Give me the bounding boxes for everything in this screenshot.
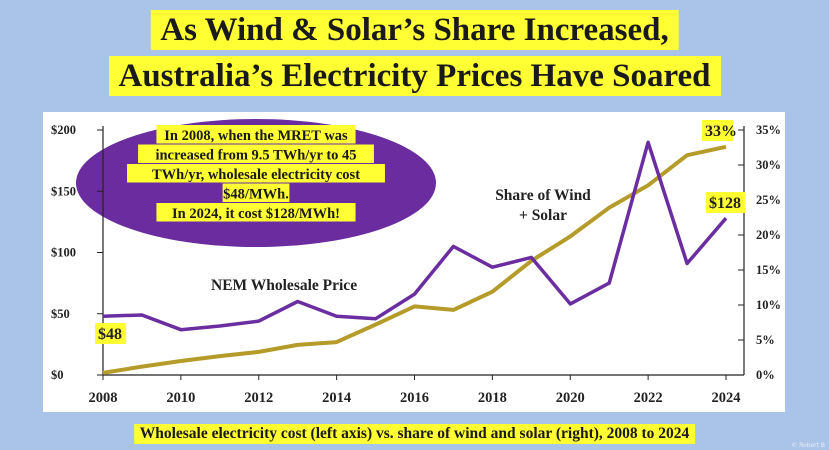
- share-end-label-bg: [702, 120, 734, 141]
- annotation-line: TWh/yr, wholesale electricity cost: [152, 167, 360, 183]
- annotation-highlight: [156, 125, 356, 144]
- x-tick-label: 2016: [400, 390, 429, 406]
- share-end-label: 33%: [705, 123, 737, 140]
- credit-text: © Robert B: [791, 442, 825, 449]
- annotation-line: $48/MWh.: [223, 187, 289, 203]
- x-tick-label: 2024: [712, 390, 741, 406]
- y-right-tick-label: 15%: [756, 263, 781, 277]
- x-tick-label: 2018: [478, 390, 507, 406]
- annotation-highlight: [138, 144, 374, 163]
- y-right-tick-label: 30%: [756, 158, 781, 172]
- title-line-2: Australia’s Electricity Prices Have Soar…: [108, 56, 721, 96]
- y-left-tick-label: $200: [51, 123, 76, 137]
- price-end-label: $128: [709, 195, 741, 212]
- share-series-label-line1: Share of Wind: [495, 187, 591, 204]
- annotation-highlight: [127, 164, 385, 183]
- price-start-label: $48: [98, 326, 122, 343]
- x-tick-label: 2012: [244, 390, 273, 406]
- x-tick-label: 2014: [322, 390, 351, 406]
- y-right-tick-label: 20%: [756, 228, 781, 242]
- y-right-tick-label: 0%: [756, 368, 775, 382]
- x-tick-label: 2022: [634, 390, 663, 406]
- x-tick-label: 2010: [166, 390, 195, 406]
- annotation-highlight: [222, 183, 290, 202]
- y-left-tick-label: $50: [51, 307, 70, 321]
- y-right-tick-label: 5%: [756, 333, 775, 347]
- y-right-tick-label: 25%: [756, 193, 781, 207]
- price-start-label-bg: [95, 323, 127, 344]
- annotation-highlight: [156, 203, 356, 222]
- plot-area: In 2008, when the MRET was increased from…: [43, 112, 785, 412]
- chart-caption: Wholesale electricity cost (left axis) v…: [133, 424, 696, 444]
- price-end-label-bg: [706, 192, 746, 213]
- share-series-label-line2: + Solar: [519, 207, 567, 224]
- annotation-line: increased from 9.5 TWh/yr to 45: [155, 148, 356, 164]
- y-right-tick-label: 35%: [756, 123, 781, 137]
- price-series-label: NEM Wholesale Price: [211, 277, 357, 294]
- y-left-tick-label: $150: [51, 184, 76, 198]
- annotation-line: In 2024, it cost $128/MWh!: [172, 206, 340, 222]
- annotation-line: In 2008, when the MRET was: [164, 128, 348, 144]
- annotation-callout: In 2008, when the MRET was increased from…: [76, 119, 436, 247]
- title-line-1: As Wind & Solar’s Share Increased,: [150, 10, 679, 50]
- y-left-tick-label: $0: [51, 368, 64, 382]
- chart: In 2008, when the MRET was increased from…: [51, 119, 781, 406]
- x-tick-label: 2020: [556, 390, 585, 406]
- y-left-tick-label: $100: [51, 246, 76, 260]
- nem-wholesale-price-line: [102, 140, 728, 332]
- y-right-tick-label: 10%: [756, 298, 781, 312]
- share-wind-solar-line: [102, 144, 727, 375]
- x-tick-label: 2008: [89, 390, 118, 406]
